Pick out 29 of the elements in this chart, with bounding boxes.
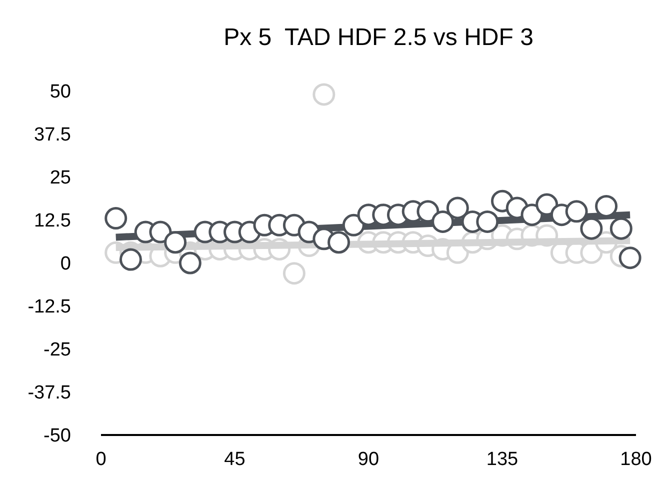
point: [104, 207, 128, 230]
point: [282, 262, 306, 285]
x-tick-label: 180: [620, 449, 652, 470]
y-tick-label: -50: [44, 426, 71, 447]
point: [149, 220, 172, 244]
point: [618, 246, 642, 270]
x-tick-label: 45: [224, 449, 246, 470]
x-tick-label: 0: [96, 449, 106, 470]
point: [565, 200, 588, 223]
x-tick-label: 135: [486, 449, 518, 470]
y-tick-label: -12.5: [28, 296, 71, 318]
y-tick-label: 50: [50, 82, 71, 103]
y-tick-label: -37.5: [28, 382, 71, 404]
y-tick-label: -25: [44, 340, 71, 361]
point: [328, 231, 350, 254]
y-tick-label: 0: [60, 254, 71, 275]
point: [342, 214, 365, 236]
point: [520, 204, 544, 226]
y-tick-label: 25: [50, 168, 71, 189]
point: [312, 83, 336, 106]
x-tick-label: 90: [358, 449, 380, 470]
point: [432, 210, 454, 233]
point: [610, 217, 632, 240]
point: [178, 252, 202, 274]
chart-title: Px 5 TAD HDF 2.5 vs HDF 3: [224, 24, 534, 51]
y-tick-label: 12.5: [34, 210, 71, 232]
point: [164, 231, 187, 254]
y-tick-label: 37.5: [34, 124, 71, 146]
point: [476, 210, 499, 233]
